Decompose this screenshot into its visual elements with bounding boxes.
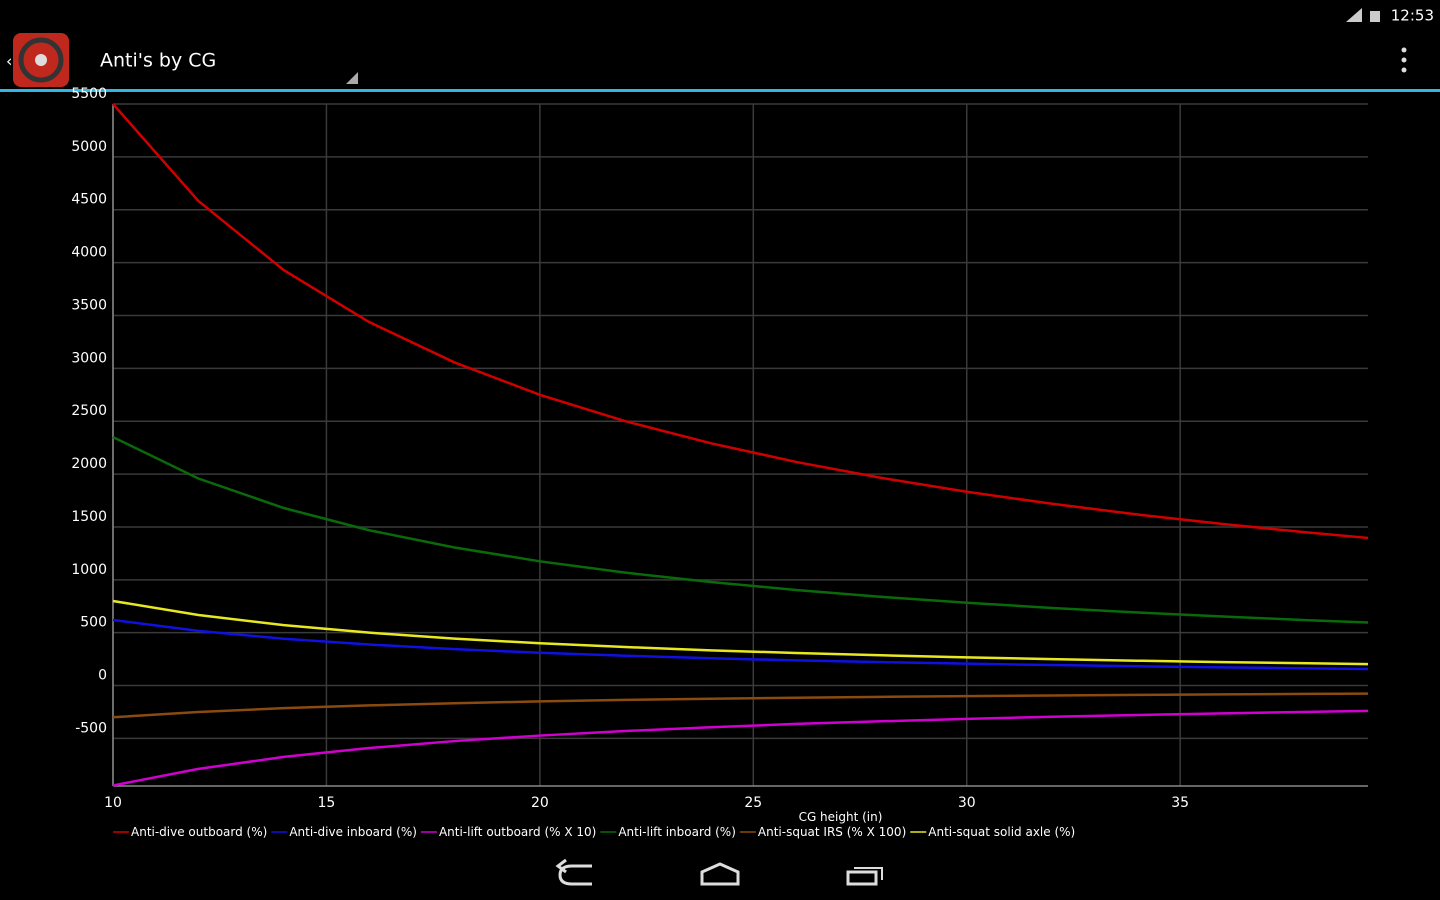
x-tick-label: 15 xyxy=(318,795,336,811)
series-line xyxy=(112,692,1369,719)
chart: -500 0 500 1000 1500 2000 2500 3000 3500 4000 4500… xyxy=(71,86,1369,839)
x-tick-label: 10 xyxy=(104,795,122,811)
x-tick-label: 25 xyxy=(744,795,762,811)
legend-label: Anti-lift outboard (% X 10) xyxy=(439,825,596,839)
dot xyxy=(1401,57,1407,63)
series-line xyxy=(112,103,1369,540)
x-tick-label: 35 xyxy=(1171,795,1189,811)
y-tick-label: 4000 xyxy=(71,245,107,261)
app-title[interactable]: Anti's by CG xyxy=(100,50,216,72)
y-tick-label: 500 xyxy=(80,615,107,631)
legend-label: Anti-squat IRS (% X 100) xyxy=(758,825,906,839)
series-line xyxy=(112,435,1369,624)
y-tick-label: 2500 xyxy=(71,403,107,419)
y-tick-label: 2000 xyxy=(71,456,107,472)
overflow-menu[interactable] xyxy=(1401,47,1407,73)
x-axis-label: CG height (in) xyxy=(799,810,883,824)
y-tick-label: 1000 xyxy=(71,562,107,578)
legend-label: Anti-lift inboard (%) xyxy=(618,825,736,839)
y-tick-label: 5000 xyxy=(71,139,107,155)
y-tick-label: -500 xyxy=(75,720,107,736)
wheel xyxy=(18,37,64,83)
y-tick-label: 1500 xyxy=(71,509,107,525)
action-bar-divider xyxy=(0,89,1440,92)
signal-icon xyxy=(1346,8,1362,22)
dot xyxy=(1401,47,1407,53)
app-icon[interactable] xyxy=(13,33,69,87)
home-button[interactable] xyxy=(700,862,740,886)
legend-label: Anti-squat solid axle (%) xyxy=(928,825,1075,839)
legend-label: Anti-dive inboard (%) xyxy=(289,825,417,839)
x-tick-label: 30 xyxy=(958,795,976,811)
series-line xyxy=(112,618,1369,671)
legend-label: Anti-dive outboard (%) xyxy=(131,825,267,839)
back-button[interactable] xyxy=(555,858,592,886)
y-tick-label: 3000 xyxy=(71,350,107,366)
y-tick-label: 0 xyxy=(98,668,107,684)
spinner-corner xyxy=(346,72,358,84)
dot xyxy=(1401,67,1407,73)
battery-icon xyxy=(1370,11,1380,22)
recents-button[interactable] xyxy=(846,867,883,886)
y-tick-label: 5500 xyxy=(71,86,107,102)
x-tick-label: 20 xyxy=(531,795,549,811)
recents-back xyxy=(854,867,883,880)
series-line xyxy=(112,599,1369,666)
recents-front xyxy=(846,870,878,886)
series-line xyxy=(112,709,1369,787)
y-tick-label: 3500 xyxy=(71,297,107,313)
y-tick-label: 4500 xyxy=(71,192,107,208)
clock: 12:53 xyxy=(1391,7,1434,25)
up-caret[interactable]: ‹ xyxy=(6,52,12,71)
wheel-hub xyxy=(35,54,47,66)
